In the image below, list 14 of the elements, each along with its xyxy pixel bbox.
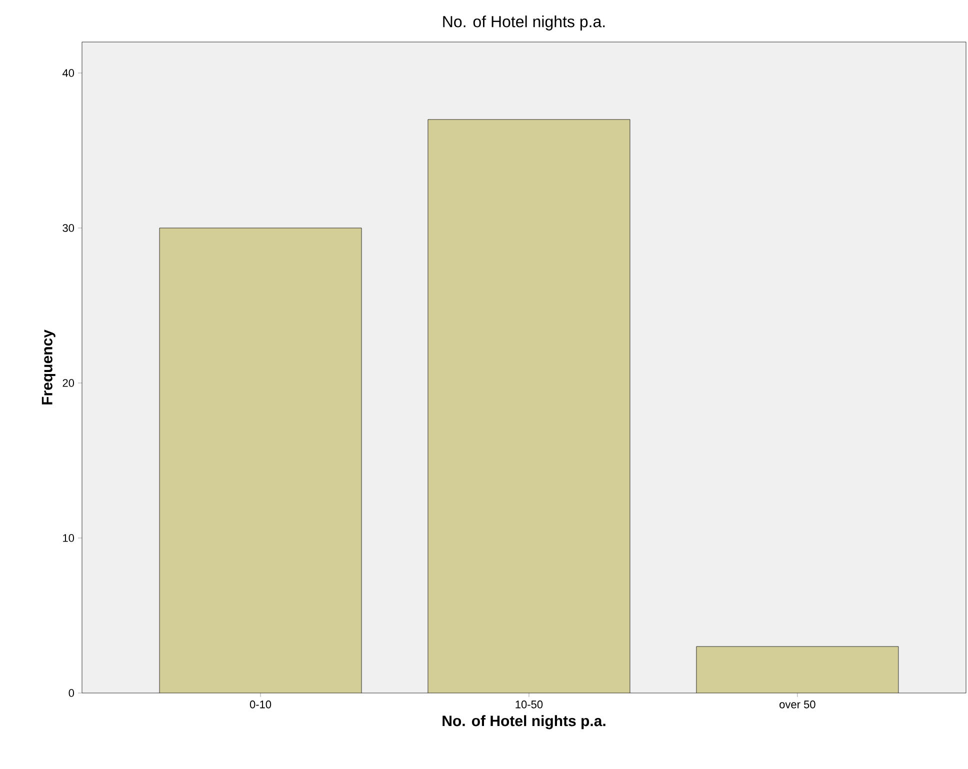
y-tick-label: 40 <box>62 69 74 77</box>
y-tick-label: 30 <box>62 224 74 232</box>
chart-title: No. of Hotel nights p.a. <box>443 16 605 30</box>
x-axis-title: No. of Hotel nights p.a. <box>442 715 606 730</box>
bar <box>428 119 630 693</box>
bar <box>696 646 899 693</box>
bar <box>159 228 362 693</box>
x-tick-label: 10-50 <box>516 700 543 708</box>
y-tick-label: 20 <box>62 379 74 387</box>
x-tick-label: over 50 <box>780 700 816 708</box>
y-axis-title: Frequency <box>42 330 56 404</box>
y-tick-label: 0 <box>68 689 74 697</box>
x-tick-label: 0-10 <box>250 700 272 708</box>
y-tick-label: 10 <box>63 534 74 542</box>
